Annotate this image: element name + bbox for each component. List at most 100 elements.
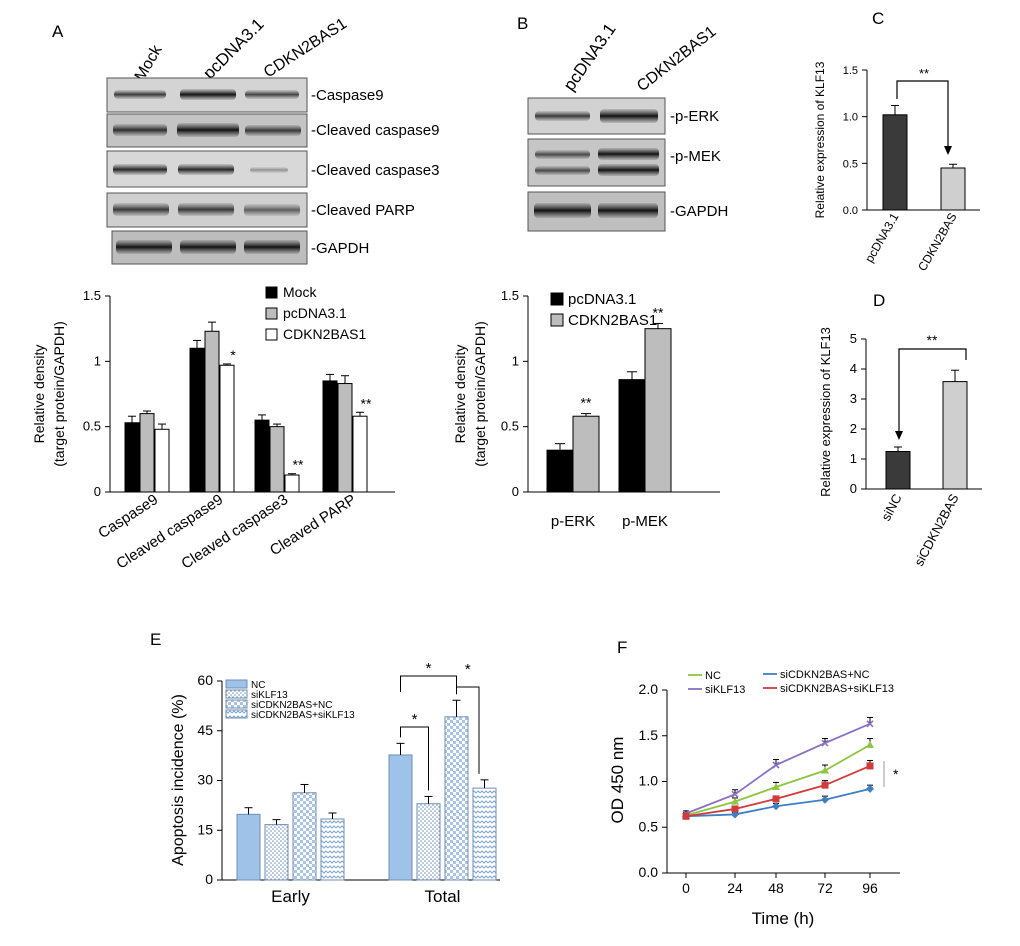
x-tick-label: Total — [425, 887, 461, 906]
series-line — [685, 765, 871, 818]
x-tick-label: 0 — [682, 880, 690, 896]
y-tick-label: 1.5 — [639, 727, 659, 743]
bar — [269, 426, 285, 493]
y-tick-label: 0 — [205, 871, 213, 887]
data-point — [772, 761, 780, 769]
bar — [572, 415, 600, 493]
data-point — [731, 805, 739, 813]
legend-label: CDKN2BAS1 — [283, 326, 366, 342]
bar — [189, 347, 205, 493]
blot-band — [177, 123, 239, 137]
x-tick-label: p-ERK — [551, 513, 595, 530]
x-tick-label: pcDNA3.1 — [862, 210, 902, 265]
data-point — [772, 795, 780, 803]
panel-label-a: A — [52, 22, 64, 41]
bar — [254, 419, 270, 493]
bar — [154, 428, 170, 493]
blot-a-band-label: -Cleaved caspase9 — [311, 122, 439, 139]
data-point — [682, 812, 690, 820]
y-tick-label: 1 — [850, 451, 857, 466]
bar — [444, 716, 469, 881]
blot-b-lane-label: CDKN2BAS1 — [634, 23, 720, 95]
y-tick-label: 1.5 — [501, 288, 519, 303]
panel-label-d: D — [873, 291, 885, 310]
bar — [940, 167, 966, 211]
y-tick-label: 30 — [197, 772, 213, 788]
legend-swatch — [550, 292, 564, 306]
blot-band — [178, 164, 234, 175]
x-tick-label: 48 — [768, 880, 784, 896]
y-tick-label: 5 — [850, 331, 857, 346]
blot-band — [114, 90, 166, 99]
blot-band — [245, 125, 301, 136]
significance-arrow — [895, 431, 903, 440]
y-tick-label: 4 — [850, 361, 857, 376]
blot-a-band-label: -Cleaved PARP — [311, 202, 415, 219]
blot-band — [535, 166, 590, 175]
legend-label: siKLF13 — [705, 684, 745, 696]
blot-band — [180, 240, 236, 254]
legend-label: NC — [251, 680, 265, 691]
bar — [124, 422, 140, 493]
y-tick-label: 0 — [850, 481, 857, 496]
y-axis-label: Relative expression of KLF13 — [813, 61, 827, 218]
bar-chart-a: 0 0.5 1 1.5 Relative density (target protein/… — [31, 284, 395, 573]
x-axis-label: Time (h) — [752, 909, 815, 928]
y-tick-label: 3 — [850, 391, 857, 406]
blot-band — [535, 150, 590, 159]
bar-chart-d: 0 1 2 3 4 5 Relative expression of KLF13 siNC si… — [818, 327, 982, 569]
blot-band — [178, 203, 234, 216]
bar — [942, 381, 968, 490]
y-tick-label: 1 — [94, 353, 101, 368]
legend-label: siKLF13 — [251, 690, 288, 701]
bar — [204, 330, 220, 493]
legend-label: NC — [705, 670, 721, 682]
bar — [618, 379, 646, 493]
legend-label: CDKN2BAS1 — [568, 312, 657, 329]
bar — [882, 114, 908, 211]
legend-swatch — [265, 286, 278, 299]
significance-bracket — [400, 675, 457, 692]
y-axis-label: Relative expression of KLF13 — [818, 327, 833, 497]
blot-strip — [527, 138, 666, 187]
data-point — [772, 802, 780, 811]
legend-swatch — [225, 689, 248, 699]
panel-label-f: F — [617, 638, 627, 657]
y-tick-label: 15 — [197, 821, 213, 837]
x-tick-label: Early — [271, 887, 310, 906]
bar-chart-c: 0.0 0.5 1.0 1.5 Relative expression of KLF13… — [813, 61, 980, 274]
legend-label: siCDKN2BAS+NC — [780, 669, 870, 681]
data-point — [866, 720, 874, 728]
blot-band — [116, 240, 172, 254]
blot-b-band-label: -GAPDH — [670, 203, 728, 220]
significance-marker: * — [412, 711, 418, 728]
bar — [472, 787, 497, 881]
panel-label-e: E — [150, 630, 161, 649]
blot-band — [245, 90, 299, 99]
blot-band — [180, 89, 236, 100]
legend-label: pcDNA3.1 — [568, 291, 636, 308]
data-point — [731, 797, 739, 805]
blot-band — [534, 203, 591, 218]
bar — [388, 754, 413, 881]
y-tick-label: 0.0 — [843, 205, 858, 217]
bar — [284, 474, 300, 493]
western-blot-a: Mock pcDNA3.1 CDKN2BAS1 -Caspase9 -Cleav… — [106, 15, 439, 265]
bar — [219, 364, 235, 493]
bar — [546, 449, 574, 493]
x-tick-label: 72 — [817, 880, 833, 896]
blot-b-band-label: -p-MEK — [670, 148, 721, 165]
x-tick-label: CDKN2BAS — [915, 211, 959, 274]
blot-a-band-label: -Cleaved caspase3 — [311, 162, 439, 179]
blot-b-lane-label: pcDNA3.1 — [560, 20, 620, 94]
y-tick-label: 60 — [197, 672, 213, 688]
blot-band — [244, 240, 300, 254]
y-axis-label: Relative density — [452, 345, 468, 444]
significance-marker: ** — [919, 66, 929, 81]
blot-band — [598, 164, 659, 176]
significance-bracket — [456, 686, 480, 774]
significance-marker: ** — [361, 395, 372, 411]
y-axis-label: Relative density — [31, 345, 47, 444]
western-blot-b: pcDNA3.1 CDKN2BAS1 -p-ERK -p-MEK -GAPDH — [527, 20, 728, 232]
